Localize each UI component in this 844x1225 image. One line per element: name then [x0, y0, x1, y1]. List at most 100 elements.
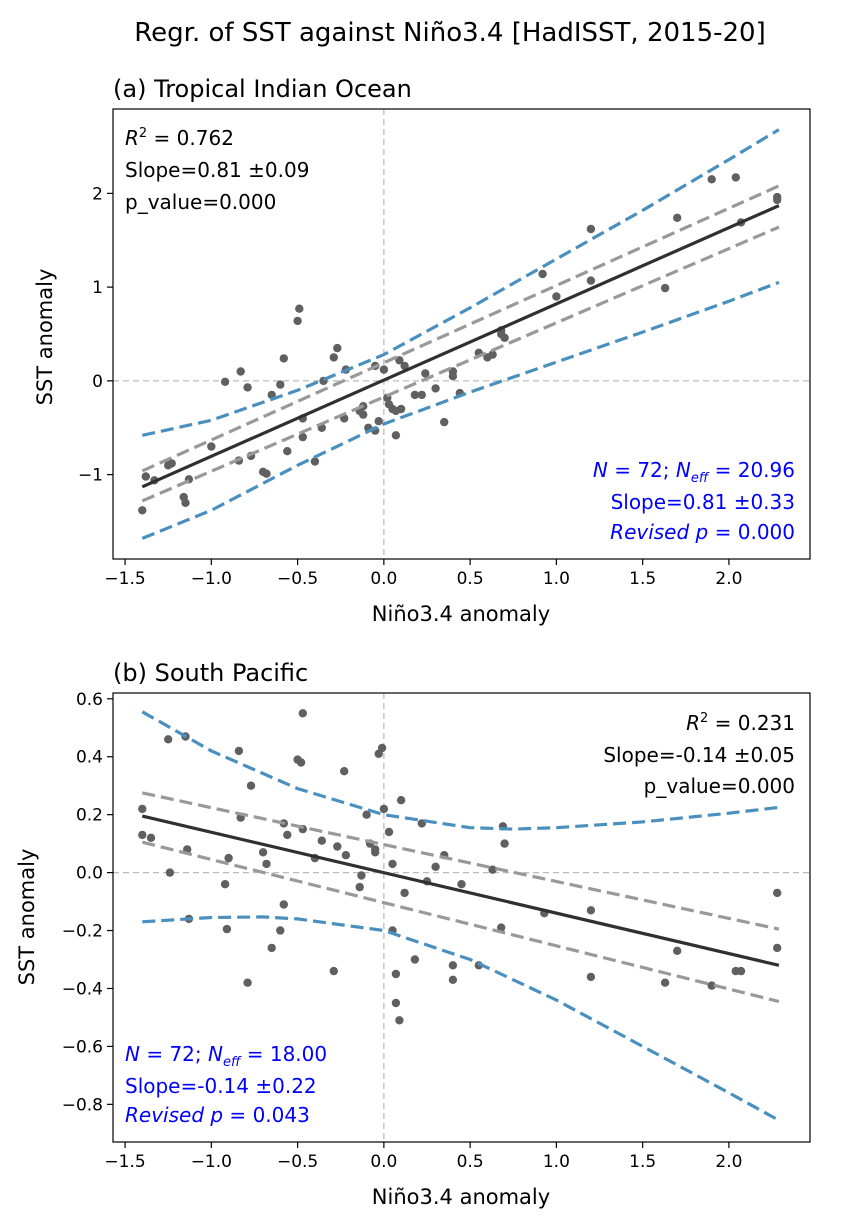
panel-b-prediction-upper-line — [141, 710, 780, 831]
panel-b-xtick-label: −1.0 — [191, 1152, 232, 1172]
panel-a-data-point — [333, 343, 342, 353]
panel-a-xtick-label: −1.5 — [104, 569, 145, 589]
panel-b-ytick-label: −0.6 — [62, 1037, 103, 1057]
panel-a-xtick-label: 0.5 — [457, 569, 484, 589]
panel-a-data-point — [295, 304, 304, 313]
panel-b-revised-slope: Slope=-0.14 ±0.22 — [125, 1074, 317, 1098]
panel-a-data-point — [298, 432, 307, 442]
panel-b-ytick-label: 0.6 — [76, 690, 103, 710]
panel-b-xtick-label: 2.0 — [715, 1152, 742, 1172]
panel-b-data-point — [500, 839, 509, 848]
panel-b-data-point — [391, 969, 401, 979]
panel-a-data-point — [586, 224, 596, 234]
panel-b-data-point — [448, 961, 458, 970]
panel-b-r2: R2 = 0.231 — [686, 711, 795, 735]
panel-b-plot: −1.5 −1.0 −0.5 0.0 0.5 1.0 1.5 2.0 0.6 0.4 0.2 0.0 −… — [62, 690, 811, 1172]
panel-a-revised-p: Revised p = 0.000 — [610, 520, 795, 544]
panel-b-xtick-label: −0.5 — [277, 1152, 318, 1172]
panel-a-data-point — [483, 353, 492, 362]
panel-b-data-point — [329, 966, 338, 976]
panel-a-data-point — [660, 283, 670, 293]
panel-a-ytick-label: 0 — [92, 372, 103, 392]
panel-a-data-point — [500, 333, 509, 342]
panel-b-slope: Slope=-0.14 ±0.05 — [603, 743, 795, 767]
panel-a-xtick-label: 1.0 — [543, 569, 570, 589]
panel-a-prediction-lower-line — [141, 280, 780, 540]
panel-b-data-point — [258, 848, 268, 857]
panel-a-pvalue: p_value=0.000 — [125, 190, 276, 214]
panel-a-data-point — [421, 369, 430, 378]
panel-a-xtick-label: 2.0 — [715, 569, 742, 589]
panel-b-ylabel: SST anomaly — [15, 849, 39, 986]
panel-b-data-point — [431, 862, 440, 871]
panel-a-ytick-label: 2 — [92, 184, 103, 204]
panel-b-data-point — [488, 865, 497, 874]
panel-a-slope-ci-upper-line — [141, 184, 780, 473]
panel-a-data-point — [167, 459, 176, 468]
panel-b-prediction-lower-line — [142, 915, 780, 1122]
panel-b-data-point — [396, 796, 406, 805]
panel-b-data-point — [222, 924, 232, 934]
panel-a-data-point — [359, 410, 368, 419]
panel-a-ylabel: SST anomaly — [33, 269, 57, 406]
panel-b-ytick-label: 0.0 — [76, 864, 103, 884]
panel-a-data-point — [673, 213, 682, 222]
panel-b-slope-ci-upper-line — [141, 791, 780, 931]
panel-a-data-point — [773, 192, 782, 202]
panel-b-data-point — [355, 882, 364, 892]
panel-b-fit-line — [141, 814, 780, 967]
panel-b-ytick-label: 0.2 — [76, 806, 103, 826]
panel-b-data-point — [379, 804, 389, 814]
panel-a-data-point — [329, 353, 338, 362]
panel-b-data-point — [146, 833, 156, 842]
panel-b-data-point — [224, 853, 233, 863]
panel-b-data-point — [660, 978, 670, 987]
panel-a-data-point — [440, 417, 449, 427]
panel-b-xtick-label: −1.5 — [104, 1152, 145, 1172]
panel-a-xtick-label: −1.0 — [191, 569, 232, 589]
panel-b-slope-ci-lower-line — [141, 840, 780, 1004]
panel-b-data-point — [262, 859, 271, 869]
panel-b-data-point — [340, 767, 349, 776]
panel-a-data-point — [243, 383, 252, 392]
panel-a-data-point — [374, 417, 383, 426]
panel-a-data-point — [396, 404, 406, 414]
panel-a-data-point — [410, 390, 420, 400]
panel-a-data-point — [262, 469, 271, 478]
panel-a-data-point — [236, 367, 245, 376]
panel-b-data-point — [298, 709, 307, 718]
panel-a-title: (a) Tropical Indian Ocean — [113, 75, 412, 103]
panel-b: (b) South Pacific −1.5 −1.0 −0.5 0.0 0.5 1.0 1… — [15, 659, 811, 1209]
panel-a-data-point — [141, 472, 150, 481]
panel-b-data-point — [457, 880, 466, 889]
panel-a-data-point — [279, 354, 288, 363]
panel-a-data-point — [181, 498, 190, 507]
panel-b-data-point — [384, 827, 394, 837]
panel-b-data-point — [736, 966, 746, 976]
panel-b-data-point — [410, 955, 420, 964]
panel-b-data-point — [333, 842, 342, 851]
panel-b-data-point — [276, 926, 285, 935]
panel-b-data-point — [357, 871, 366, 880]
panel-a-data-point — [379, 365, 389, 374]
panel-b-data-point — [773, 888, 782, 898]
panel-a-data-point — [707, 175, 716, 184]
panel-a-xlabel: Niño3.4 anomaly — [372, 602, 550, 626]
panel-a-ytick-label: −1 — [78, 466, 103, 486]
panel-b-data-point — [317, 836, 326, 845]
panel-b-data-point — [362, 810, 371, 819]
panel-b-data-point — [164, 735, 173, 744]
panel-b-data-point — [391, 998, 401, 1008]
panel-a-data-point — [448, 372, 458, 381]
panel-b-neff: N = 72; Neff = 18.00 — [125, 1042, 327, 1070]
panel-b-data-point — [400, 888, 409, 898]
panel-b-title: (b) South Pacific — [113, 659, 308, 687]
panel-b-xtick-label: 1.0 — [543, 1152, 570, 1172]
panel-a-data-point — [310, 457, 320, 466]
panel-a-data-point — [138, 506, 147, 515]
panel-b-data-point — [243, 978, 252, 987]
panel-a-data-point — [431, 384, 440, 393]
panel-b-data-point — [220, 880, 230, 889]
panel-b-ytick-label: 0.4 — [76, 748, 103, 768]
